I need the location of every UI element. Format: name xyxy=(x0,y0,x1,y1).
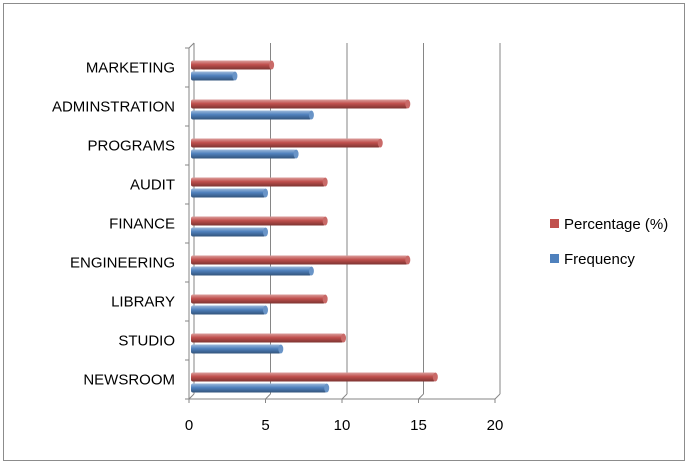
x-tick-label: 0 xyxy=(185,417,193,434)
legend-swatch xyxy=(550,219,559,228)
bar-percentage xyxy=(191,138,383,148)
gridline-depth xyxy=(418,393,424,400)
x-tick-label: 20 xyxy=(487,417,504,434)
bar-percentage xyxy=(191,255,411,265)
bar-frequency xyxy=(191,383,330,393)
legend-swatch xyxy=(550,254,559,263)
x-tick-label: 10 xyxy=(334,417,351,434)
category-label: ADMINSTRATION xyxy=(52,99,175,116)
bar-percentage xyxy=(191,294,328,304)
category-label: FINANCE xyxy=(109,216,175,233)
bar-percentage xyxy=(191,60,275,70)
bar-percentage xyxy=(191,177,328,187)
y-axis-depth xyxy=(188,42,195,49)
category-label: AUDIT xyxy=(130,177,175,194)
x-tick-label: 5 xyxy=(261,417,269,434)
category-label: ENGINEERING xyxy=(70,255,175,272)
bar-percentage xyxy=(191,372,438,382)
x-tick-labels: 0 5 10 15 20 xyxy=(185,417,504,434)
bar-frequency xyxy=(191,71,238,81)
bar-frequency xyxy=(191,149,299,159)
bar-chart: NEWSROOM STUDIO LIBRARY ENGINEERING FINANCE A… xyxy=(52,42,668,434)
category-label: STUDIO xyxy=(118,333,175,350)
category-label: MARKETING xyxy=(86,60,175,77)
legend-item: Percentage (%) xyxy=(550,216,668,233)
bar-percentage xyxy=(191,333,347,343)
legend-label: Frequency xyxy=(564,251,635,268)
legend-item: Frequency xyxy=(550,251,635,268)
category-label: LIBRARY xyxy=(111,294,175,311)
x-axis-depth xyxy=(188,393,195,400)
bar-frequency xyxy=(191,188,268,198)
legend-label: Percentage (%) xyxy=(564,216,668,233)
gridline-depth xyxy=(341,393,348,400)
bar-frequency xyxy=(191,110,314,120)
bar-frequency xyxy=(191,305,268,315)
gridline-depth xyxy=(265,393,271,400)
bar-percentage xyxy=(191,99,411,109)
gridline-depth xyxy=(494,393,501,400)
category-labels: NEWSROOM STUDIO LIBRARY ENGINEERING FINANCE A… xyxy=(52,60,175,389)
legend: Percentage (%) Frequency xyxy=(550,216,668,268)
bar-percentage xyxy=(191,216,328,226)
category-label: PROGRAMS xyxy=(87,138,175,155)
bar-frequency xyxy=(191,227,268,237)
bars xyxy=(191,60,438,393)
category-label: NEWSROOM xyxy=(83,372,175,389)
bar-frequency xyxy=(191,344,284,354)
chart-frame: NEWSROOM STUDIO LIBRARY ENGINEERING FINANCE A… xyxy=(3,3,685,461)
bar-frequency xyxy=(191,266,314,276)
x-tick-label: 15 xyxy=(410,417,427,434)
